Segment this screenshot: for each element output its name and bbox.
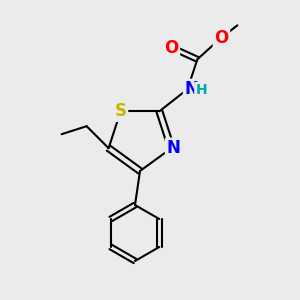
Text: N: N [184, 80, 198, 98]
Text: O: O [164, 39, 178, 57]
Text: S: S [115, 102, 127, 120]
Text: H: H [196, 83, 207, 97]
Text: O: O [214, 29, 229, 47]
Text: N: N [167, 139, 180, 157]
